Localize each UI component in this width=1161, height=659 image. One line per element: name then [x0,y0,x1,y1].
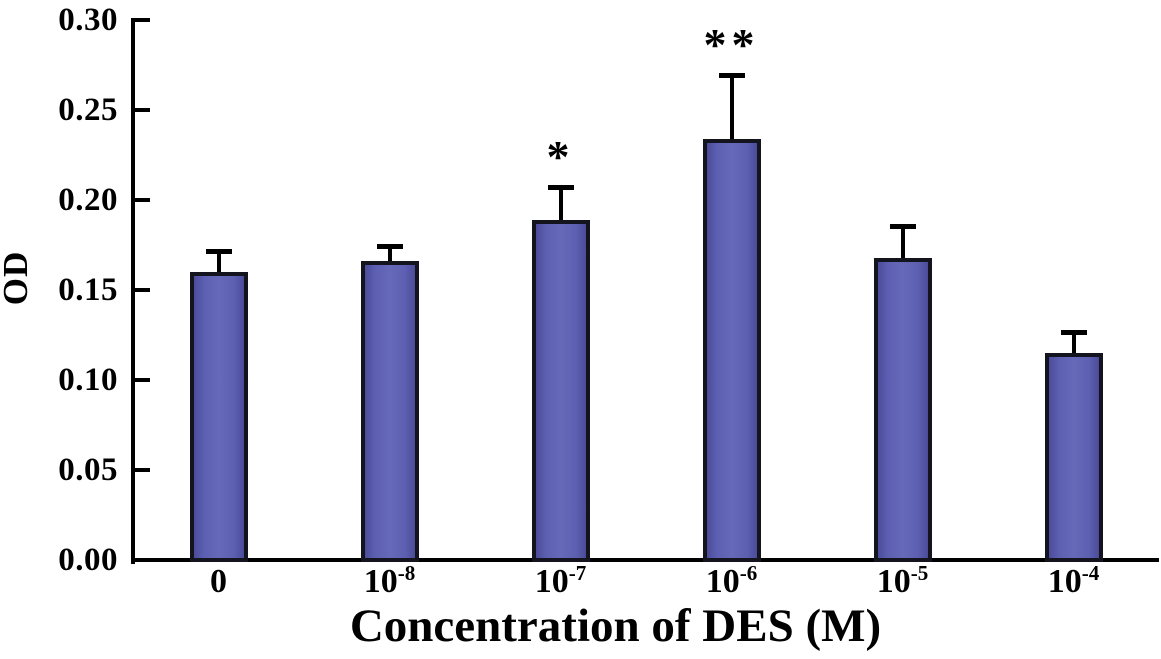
y-axis-tick [135,468,150,472]
error-bar-cap [718,73,745,78]
y-tick-label: 0.00 [58,542,118,578]
bar [1044,353,1103,562]
error-bar-line [900,225,905,258]
x-tick-label: 10-6 [705,561,758,600]
y-axis-tick [135,108,150,112]
bar [702,138,761,562]
y-axis-tick [135,288,150,292]
x-tick-label: 10-7 [534,561,587,600]
error-bar-cap [889,224,916,230]
y-axis-tick [135,18,150,22]
error-bar-line [216,250,221,272]
y-tick-label: 0.25 [58,92,118,128]
y-axis-tick [135,198,150,202]
x-tick-label: 10-8 [363,561,416,600]
bar [531,219,590,562]
error-bar-line [729,74,734,139]
bar [189,272,248,562]
error-bar-cap [1060,330,1087,336]
x-tick-label: 10-4 [1047,561,1100,600]
bar [873,257,932,562]
error-bar-line [558,185,563,220]
bar [360,261,419,562]
y-tick-label: 0.15 [58,272,118,308]
y-tick-label: 0.20 [58,182,118,218]
error-bar-cap [547,184,574,190]
x-tick-label: 0 [210,563,227,600]
error-bar-line [387,245,392,262]
y-axis-tick [135,378,150,382]
x-axis-title: Concentration of DES (M) [349,600,882,652]
y-tick-label: 0.05 [58,452,118,488]
error-bar-cap [376,244,403,249]
x-tick-label: 10-5 [876,561,929,600]
y-tick-label: 0.10 [58,362,118,398]
y-axis-line [131,18,135,564]
error-bar-cap [205,249,232,255]
significance-label: ** [703,19,760,70]
y-tick-label: 0.30 [58,2,118,38]
significance-label: * [546,130,575,182]
error-bar-line [1071,331,1076,353]
x-axis-line [131,558,1159,562]
